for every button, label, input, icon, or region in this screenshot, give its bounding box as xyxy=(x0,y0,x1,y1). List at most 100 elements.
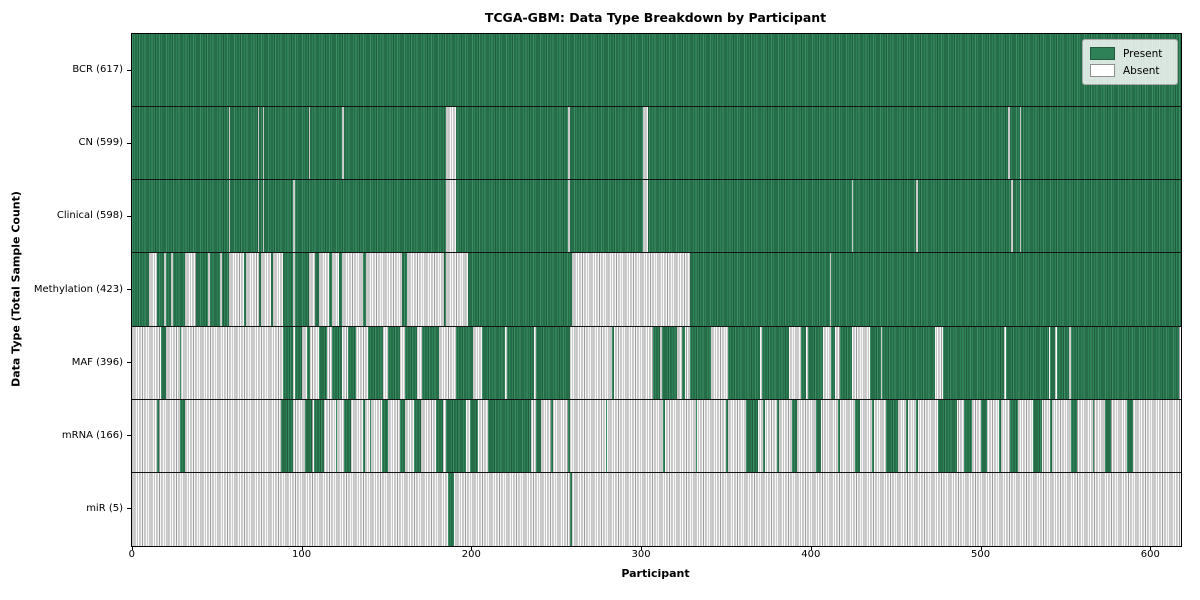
x-tick-label: 600 xyxy=(1140,549,1160,560)
present-segment xyxy=(305,399,312,472)
y-tick-mark xyxy=(127,362,131,364)
y-tick-mark xyxy=(127,435,131,437)
present-segment xyxy=(882,326,935,399)
y-tick-mark xyxy=(127,508,131,510)
heatmap-row-MAF xyxy=(132,326,1181,400)
plot-area xyxy=(131,33,1182,547)
absent-segment xyxy=(332,253,340,326)
present-segment xyxy=(963,399,973,472)
present-segment xyxy=(306,326,311,399)
legend: Present Absent xyxy=(1082,39,1178,85)
present-segment xyxy=(980,399,988,472)
present-segment xyxy=(381,399,389,472)
x-tick-label: 100 xyxy=(292,549,312,560)
y-tick-label: MAF (396) xyxy=(71,356,123,368)
heatmap-row-Clinical xyxy=(132,180,1181,254)
present-segment xyxy=(344,399,351,472)
absent-segment xyxy=(308,107,311,180)
present-segment xyxy=(838,399,840,472)
absent-segment xyxy=(829,253,832,326)
present-segment xyxy=(916,399,918,472)
present-segment xyxy=(612,326,615,399)
present-segment xyxy=(906,399,908,472)
present-segment xyxy=(1104,399,1112,472)
present-segment xyxy=(400,399,406,472)
legend-entry-absent: Absent xyxy=(1090,62,1170,79)
present-segment xyxy=(1126,399,1134,472)
present-segment xyxy=(746,399,759,472)
x-axis-label: Participant xyxy=(621,567,690,580)
present-segment xyxy=(761,326,789,399)
present-segment xyxy=(792,399,798,472)
present-segment xyxy=(535,326,570,399)
present-segment xyxy=(447,472,455,546)
present-segment xyxy=(405,326,418,399)
absent-segment xyxy=(342,253,363,326)
present-segment xyxy=(446,399,467,472)
y-tick-label: CN (599) xyxy=(78,137,123,149)
absent-segment xyxy=(171,253,173,326)
absent-segment xyxy=(308,253,316,326)
present-segment xyxy=(855,399,861,472)
absent-segment xyxy=(366,253,402,326)
absent-segment xyxy=(261,253,272,326)
present-segment xyxy=(488,399,531,472)
present-segment xyxy=(369,399,372,472)
absent-segment xyxy=(342,107,345,180)
absent-segment xyxy=(1007,107,1010,180)
present-segment xyxy=(807,326,823,399)
present-segment xyxy=(335,399,338,472)
present-segment xyxy=(726,399,728,472)
present-segment xyxy=(938,399,957,472)
present-segment xyxy=(816,399,822,472)
present-swatch-icon xyxy=(1090,47,1115,60)
absent-swatch-icon xyxy=(1090,64,1115,77)
present-segment xyxy=(157,399,160,472)
present-segment xyxy=(456,326,474,399)
absent-segment xyxy=(148,253,158,326)
present-segment xyxy=(551,399,553,472)
present-segment xyxy=(313,399,324,472)
absent-segment xyxy=(642,180,648,253)
absent-segment xyxy=(293,253,295,326)
absent-segment xyxy=(184,253,197,326)
present-segment xyxy=(160,326,166,399)
present-segment xyxy=(281,399,294,472)
legend-absent-label: Absent xyxy=(1123,64,1160,77)
present-segment xyxy=(179,326,182,399)
present-segment xyxy=(1033,399,1042,472)
present-segment xyxy=(569,472,572,546)
present-segment xyxy=(1050,399,1052,472)
absent-segment xyxy=(1019,107,1022,180)
present-segment xyxy=(283,326,294,399)
heatmap-row-mRNA xyxy=(132,399,1181,473)
x-tick-label: 300 xyxy=(631,549,651,560)
present-segment xyxy=(367,326,384,399)
x-tick-mark xyxy=(1150,546,1152,550)
present-segment xyxy=(663,399,665,472)
present-segment xyxy=(362,399,365,472)
present-segment xyxy=(839,326,852,399)
y-tick-label: Methylation (423) xyxy=(33,283,123,295)
present-segment xyxy=(872,399,874,472)
x-tick-mark xyxy=(131,546,133,550)
y-tick-label: mRNA (166) xyxy=(61,429,123,441)
absent-segment xyxy=(293,180,295,253)
absent-segment xyxy=(228,253,245,326)
absent-segment xyxy=(228,107,231,180)
present-segment xyxy=(727,326,761,399)
y-tick-label: BCR (617) xyxy=(72,64,123,76)
present-segment xyxy=(1009,399,1019,472)
y-tick-mark xyxy=(127,215,131,217)
x-tick-label: 0 xyxy=(128,549,136,560)
present-segment xyxy=(999,399,1002,472)
heatmap-row-CN xyxy=(132,107,1181,181)
x-tick-mark xyxy=(810,546,812,550)
absent-segment xyxy=(916,180,918,253)
present-segment xyxy=(1006,326,1049,399)
present-segment xyxy=(831,326,835,399)
y-tick-label: miR (5) xyxy=(86,502,123,514)
absent-segment xyxy=(228,180,231,253)
x-tick-label: 200 xyxy=(461,549,481,560)
